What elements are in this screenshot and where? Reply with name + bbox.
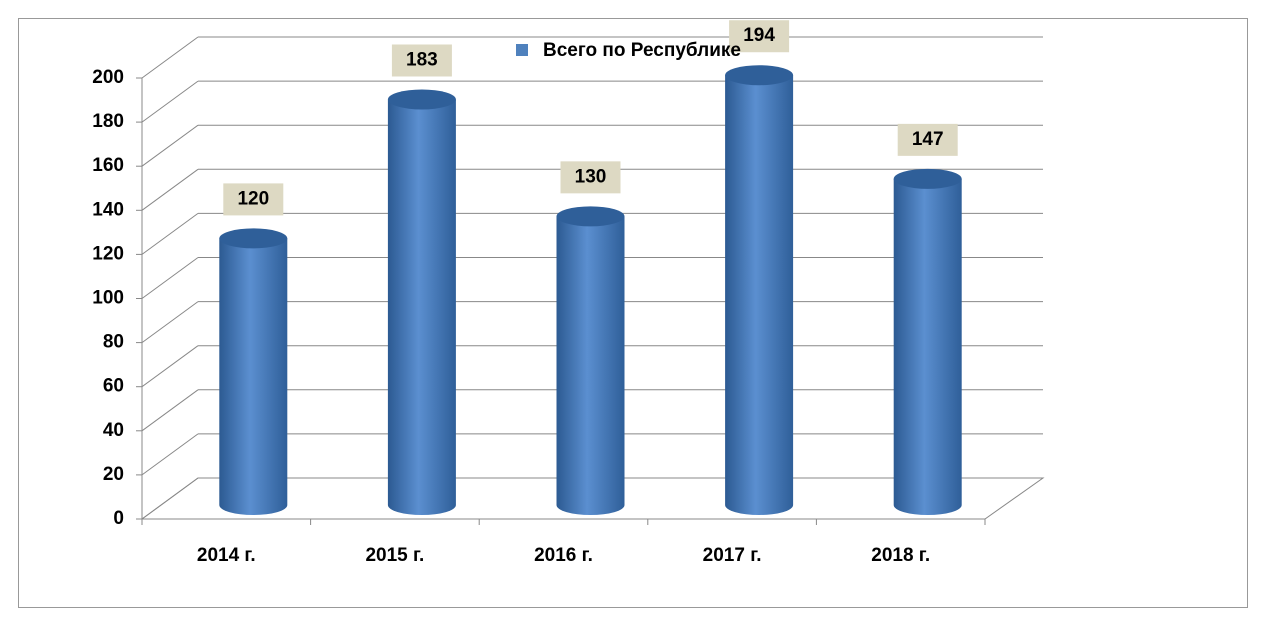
y-tick-label: 100 xyxy=(92,288,124,309)
grid-line xyxy=(141,433,199,476)
value-label-box xyxy=(560,161,621,194)
x-tick-label: 2014 г. xyxy=(197,545,256,566)
bar-top xyxy=(556,206,625,227)
grid-line xyxy=(141,257,199,299)
bar xyxy=(556,216,625,515)
value-label-box xyxy=(897,123,958,156)
bar xyxy=(219,238,288,515)
grid-line xyxy=(141,212,199,255)
grid-line xyxy=(141,389,199,432)
value-label: 130 xyxy=(575,166,607,187)
bar xyxy=(725,75,794,515)
y-tick-label: 0 xyxy=(113,508,124,529)
value-label: 120 xyxy=(237,188,269,209)
x-tick-label: 2016 г. xyxy=(534,545,593,566)
grid-line xyxy=(141,124,199,167)
value-label: 183 xyxy=(406,50,438,71)
value-label-box xyxy=(391,44,452,77)
bar-top xyxy=(725,65,794,86)
value-label-box xyxy=(729,20,790,53)
grid-line xyxy=(141,36,199,79)
bar-top xyxy=(893,168,962,189)
grid-line xyxy=(141,80,199,123)
y-tick-label: 180 xyxy=(92,111,124,132)
y-tick-label: 60 xyxy=(103,376,124,397)
y-tick-label: 80 xyxy=(103,332,124,353)
x-tick-label: 2015 г. xyxy=(365,545,424,566)
y-tick-label: 160 xyxy=(92,155,124,176)
value-label: 194 xyxy=(743,25,775,46)
grid-line xyxy=(141,168,199,211)
x-tick-label: 2018 г. xyxy=(871,545,930,566)
grid-line xyxy=(141,477,199,520)
y-tick-label: 200 xyxy=(92,67,124,88)
y-tick-label: 120 xyxy=(92,243,124,264)
bar xyxy=(893,178,962,516)
value-label-box xyxy=(223,183,284,216)
bar-top xyxy=(219,228,288,249)
y-tick-label: 140 xyxy=(92,199,124,220)
y-tick-label: 20 xyxy=(103,464,124,485)
value-label: 147 xyxy=(912,129,944,150)
legend-label: Всего по Республике xyxy=(543,40,741,61)
grid-line xyxy=(141,301,199,344)
bar-top xyxy=(387,89,456,110)
x-tick-label: 2017 г. xyxy=(703,545,762,566)
legend-swatch xyxy=(516,44,528,56)
bar xyxy=(387,99,456,516)
grid-line xyxy=(141,345,199,388)
y-tick-label: 40 xyxy=(103,420,124,441)
